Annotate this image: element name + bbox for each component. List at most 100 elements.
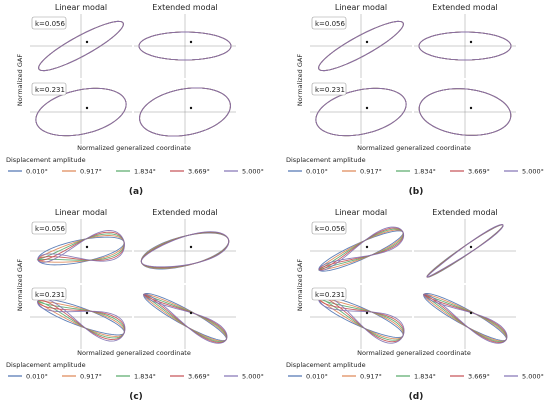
row-label-box: k=0.056: [31, 221, 67, 235]
column-title-extended: Extended modal: [152, 208, 217, 217]
legend-title: Displacement amplitude: [286, 156, 366, 164]
row-label-box: k=0.056: [311, 16, 347, 30]
legend-title: Displacement amplitude: [286, 361, 366, 369]
series-loop: [426, 224, 504, 278]
panel-b: Linear modal Extended modal Normalized GAF…: [286, 3, 544, 197]
legend: Displacement amplitude 0.010° 0.917° 1.834°…: [6, 156, 264, 176]
row-label-frame: [311, 287, 347, 301]
legend-label: 0.010°: [26, 168, 48, 176]
series-loop: [143, 293, 228, 344]
legend-title: Displacement amplitude: [6, 156, 86, 164]
legend-label: 5.000°: [522, 168, 544, 176]
x-axis-label: Normalized generalized coordinate: [357, 349, 471, 357]
legend-label: 3.669°: [468, 168, 490, 176]
row-label-box: k=0.231: [31, 287, 67, 301]
row-label-box: k=0.231: [311, 82, 347, 96]
column-title-extended: Extended modal: [152, 3, 217, 12]
subplot: k=0.056: [30, 219, 132, 283]
series-loop: [37, 298, 126, 342]
subplot: [414, 80, 516, 144]
row-label-box: k=0.056: [31, 16, 67, 30]
panel-letter: (a): [129, 187, 143, 197]
series-loop: [318, 226, 405, 272]
start-marker: [365, 311, 369, 315]
x-axis-label: Normalized generalized coordinate: [357, 144, 471, 152]
start-marker: [189, 106, 193, 110]
start-marker: [85, 106, 89, 110]
start-marker: [85, 311, 89, 315]
series-loop: [138, 31, 232, 61]
row-label-box: k=0.231: [31, 82, 67, 96]
start-marker: [189, 245, 193, 249]
series-loop: [315, 87, 407, 137]
subplot: k=0.056: [30, 14, 132, 78]
start-marker: [469, 245, 473, 249]
subplot: [414, 285, 516, 349]
start-marker: [469, 311, 473, 315]
row-label-frame: [31, 287, 67, 301]
legend-label: 0.917°: [80, 373, 102, 381]
panel-letter: (b): [409, 187, 424, 197]
panel-c: Linear modal Extended modal Normalized GAF…: [6, 208, 264, 402]
legend-label: 3.669°: [188, 373, 210, 381]
row-label: k=0.231: [315, 291, 345, 299]
panel-d: Linear modal Extended modal Normalized GAF…: [286, 208, 544, 402]
row-label: k=0.056: [315, 20, 346, 28]
column-title-linear: Linear modal: [335, 208, 387, 217]
column-title-extended: Extended modal: [432, 208, 497, 217]
row-label: k=0.231: [35, 86, 65, 94]
column-title-linear: Linear modal: [335, 3, 387, 12]
row-label: k=0.056: [35, 20, 66, 28]
row-label-frame: [31, 16, 67, 30]
subplot: k=0.231: [30, 285, 132, 349]
subplot: k=0.231: [30, 80, 132, 144]
series-loop: [418, 31, 512, 61]
start-marker: [365, 245, 369, 249]
subplot: k=0.056: [310, 14, 412, 78]
column-title-extended: Extended modal: [432, 3, 497, 12]
legend: Displacement amplitude 0.010° 0.917° 1.834°…: [286, 156, 544, 176]
legend-label: 1.834°: [134, 168, 156, 176]
legend-label: 0.010°: [306, 168, 328, 176]
legend: Displacement amplitude 0.010° 0.917° 1.834°…: [286, 361, 544, 381]
series-loop: [418, 88, 512, 136]
subplot: [134, 219, 236, 283]
column-title-linear: Linear modal: [55, 3, 107, 12]
subplot: [134, 285, 236, 349]
legend-label: 0.010°: [306, 373, 328, 381]
series-loop: [35, 87, 127, 137]
legend-title: Displacement amplitude: [6, 361, 86, 369]
start-marker: [469, 106, 473, 110]
legend: Displacement amplitude 0.010° 0.917° 1.834°…: [6, 361, 264, 381]
series-loop: [37, 229, 125, 263]
legend-label: 5.000°: [242, 168, 264, 176]
row-label: k=0.231: [35, 291, 65, 299]
subplot: [414, 219, 516, 283]
start-marker: [85, 40, 89, 44]
start-marker: [469, 40, 473, 44]
row-label: k=0.056: [35, 225, 66, 233]
panel-letter: (d): [409, 392, 424, 402]
series-loop: [140, 231, 230, 268]
legend-label: 0.917°: [360, 168, 382, 176]
row-label-frame: [311, 82, 347, 96]
subplot: k=0.056: [310, 219, 412, 283]
series-loop: [139, 87, 231, 137]
start-marker: [365, 106, 369, 110]
subplot: k=0.231: [310, 80, 412, 144]
series-loop: [423, 293, 508, 344]
subplot: [414, 14, 516, 78]
row-label-frame: [311, 16, 347, 30]
start-marker: [189, 311, 193, 315]
column-title-linear: Linear modal: [55, 208, 107, 217]
start-marker: [189, 40, 193, 44]
subplot: [134, 14, 236, 78]
row-label-frame: [31, 221, 67, 235]
series-loop: [318, 20, 404, 72]
panel-letter: (c): [129, 392, 143, 402]
row-label-box: k=0.056: [311, 221, 347, 235]
row-label: k=0.231: [315, 86, 345, 94]
y-axis-label: Normalized GAF: [16, 54, 24, 106]
y-axis-label: Normalized GAF: [16, 259, 24, 311]
